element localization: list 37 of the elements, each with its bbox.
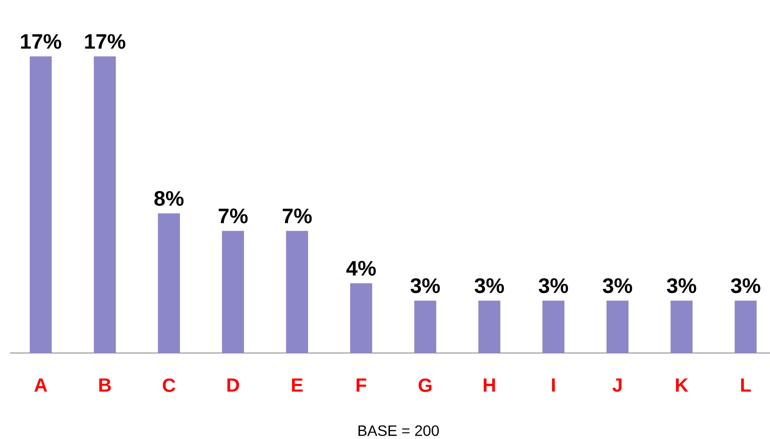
x-tick-label: J: [612, 378, 622, 392]
data-label: 3%: [474, 278, 504, 294]
bar: [222, 230, 244, 353]
bar: [30, 56, 52, 353]
x-tick-label: B: [99, 378, 111, 392]
data-label: 3%: [602, 278, 632, 294]
x-tick-label: E: [292, 378, 303, 392]
data-label: 17%: [21, 34, 62, 49]
x-tick-label: L: [741, 378, 751, 392]
bar: [670, 300, 693, 353]
data-label: 17%: [85, 34, 126, 49]
x-tick-label: C: [162, 378, 176, 392]
data-label: 4%: [346, 260, 376, 276]
data-label: 7%: [282, 208, 312, 224]
bar: [94, 56, 116, 353]
x-tick-label: A: [34, 378, 48, 392]
x-tick-label: K: [676, 378, 688, 392]
data-label: 3%: [730, 278, 760, 294]
x-tick-label: F: [356, 378, 366, 392]
bar: [606, 300, 628, 353]
x-tick-label: I: [552, 378, 555, 392]
data-label: 7%: [218, 208, 248, 224]
text: BASE = 200: [358, 425, 439, 436]
bar: [286, 230, 308, 353]
x-tick-label: H: [484, 378, 495, 392]
data-label: 3%: [666, 278, 696, 294]
data-label: 3%: [410, 278, 440, 294]
bar: [478, 300, 500, 353]
bar: [414, 300, 436, 353]
data-label: 3%: [538, 278, 568, 294]
x-tick-label: G: [418, 378, 432, 392]
bar: [734, 300, 757, 353]
bar: [158, 213, 180, 353]
bar: [542, 300, 564, 353]
x-tick-label: D: [227, 378, 240, 392]
bar: [350, 283, 372, 353]
data-label: 8%: [154, 191, 184, 206]
